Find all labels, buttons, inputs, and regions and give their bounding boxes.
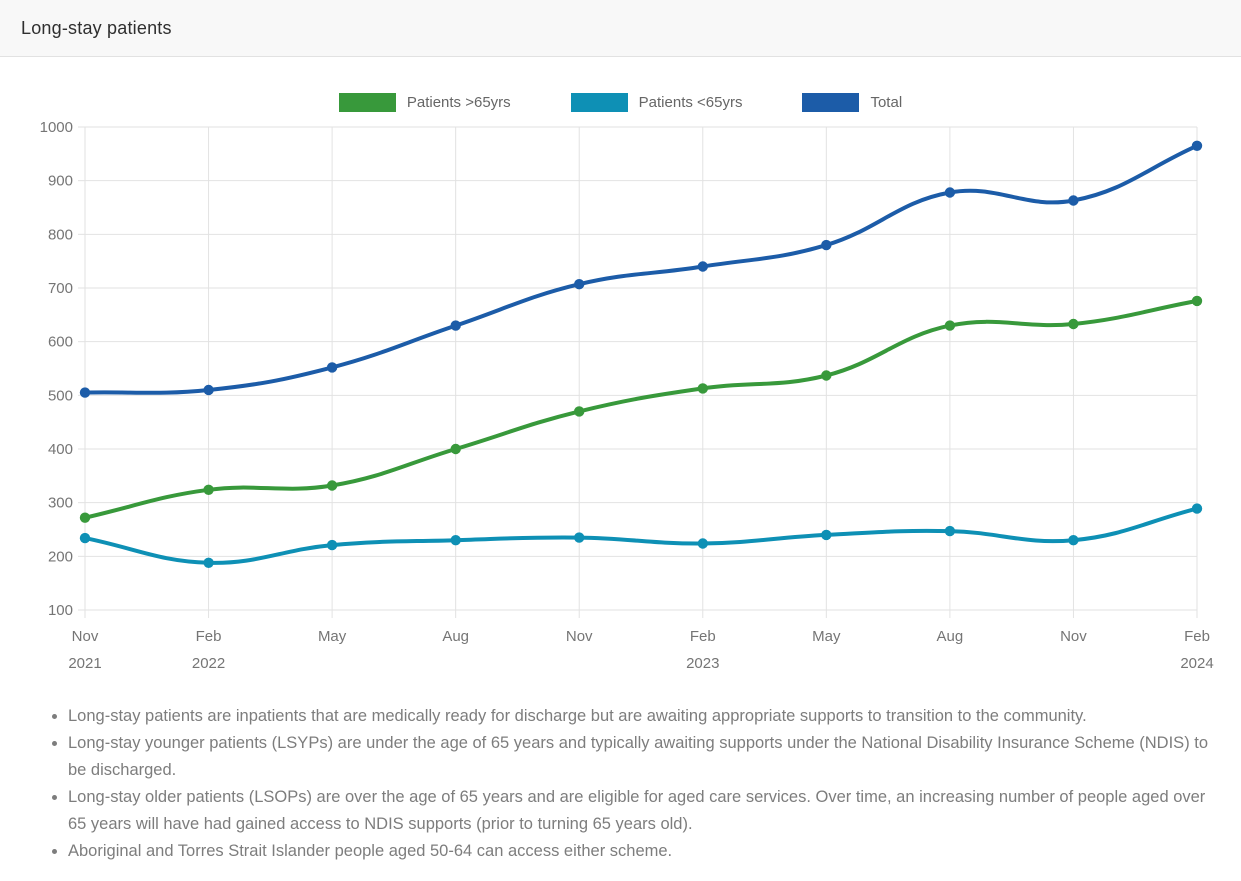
- x-axis-label-month: Feb: [1184, 628, 1210, 645]
- x-axis-label-year: 2022: [192, 655, 225, 672]
- data-point-series-0-5[interactable]: [697, 383, 708, 394]
- legend-swatch-icon: [570, 92, 628, 112]
- data-point-series-0-7[interactable]: [944, 320, 956, 331]
- y-axis-label: 200: [48, 548, 73, 565]
- data-point-series-2-6[interactable]: [821, 239, 832, 251]
- data-point-series-2-0[interactable]: [79, 387, 91, 398]
- data-point-series-0-2[interactable]: [326, 480, 338, 491]
- series-line-0: [83, 298, 1199, 520]
- series-line-2: [83, 143, 1199, 395]
- chart-container: Patients >65yrs Patients <65yrs Total 100 2…: [0, 92, 1241, 687]
- y-axis-label: 700: [48, 280, 73, 297]
- page-title: Long-stay patients: [21, 17, 172, 38]
- y-axis-label: 1000: [40, 119, 73, 136]
- x-axis-label-month: Nov: [566, 628, 593, 645]
- x-axis-label-month: Aug: [442, 628, 469, 645]
- panel-header: Long-stay patients: [0, 0, 1241, 57]
- x-axis-label-month: May: [318, 628, 347, 645]
- note-item: Long-stay older patients (LSOPs) are ove…: [68, 784, 1217, 838]
- data-point-series-2-3[interactable]: [450, 320, 461, 331]
- legend-swatch-icon: [802, 92, 860, 112]
- x-axis-label-month: Nov: [1060, 628, 1087, 645]
- data-point-series-2-4[interactable]: [574, 279, 585, 290]
- legend-item-series-0[interactable]: Patients >65yrs: [338, 92, 511, 112]
- legend-label: Total: [870, 93, 903, 111]
- data-point-series-1-9[interactable]: [1191, 503, 1203, 514]
- notes-list: Long-stay patients are inpatients that a…: [0, 703, 1241, 865]
- y-axis-label: 800: [48, 226, 73, 243]
- x-axis-label-month: Feb: [196, 628, 222, 645]
- data-point-series-2-8[interactable]: [1068, 195, 1079, 206]
- data-point-series-1-2[interactable]: [326, 539, 338, 551]
- note-item: Aboriginal and Torres Strait Islander pe…: [68, 838, 1217, 865]
- series-line-1: [83, 506, 1199, 565]
- y-axis-label: 400: [48, 441, 73, 458]
- chart-legend: Patients >65yrs Patients <65yrs Total: [0, 92, 1241, 112]
- data-point-series-2-9[interactable]: [1191, 140, 1203, 151]
- x-axis-label-month: Feb: [690, 628, 716, 645]
- legend-item-series-1[interactable]: Patients <65yrs: [570, 92, 743, 112]
- legend-item-series-2[interactable]: Total: [802, 92, 903, 112]
- data-point-series-2-1[interactable]: [203, 384, 214, 396]
- legend-swatch-icon: [338, 92, 396, 112]
- line-chart: 100 200 300 400 500 600 700 800 900 1000 Nov 2021 Fe…: [40, 119, 1214, 672]
- data-point-series-0-0[interactable]: [79, 512, 91, 523]
- data-point-series-1-1[interactable]: [203, 557, 214, 568]
- data-point-series-1-5[interactable]: [697, 538, 708, 549]
- data-point-series-1-4[interactable]: [574, 532, 585, 543]
- data-point-series-0-8[interactable]: [1068, 318, 1079, 330]
- x-axis-label-month: May: [812, 628, 841, 645]
- x-axis-label-month: Nov: [72, 628, 99, 645]
- data-point-series-0-9[interactable]: [1191, 295, 1203, 307]
- data-point-series-1-6[interactable]: [821, 529, 832, 541]
- legend-label: Patients >65yrs: [406, 93, 511, 111]
- y-axis-label: 300: [48, 495, 73, 512]
- x-axis-label-year: 2023: [686, 655, 719, 672]
- y-axis-label: 100: [48, 602, 73, 619]
- data-point-series-2-2[interactable]: [326, 362, 338, 373]
- y-axis-label: 900: [48, 173, 73, 190]
- note-item: Long-stay patients are inpatients that a…: [68, 703, 1217, 730]
- data-point-series-0-4[interactable]: [574, 406, 585, 417]
- y-axis-label: 600: [48, 334, 73, 351]
- data-point-series-0-6[interactable]: [821, 370, 832, 381]
- x-axis-label-year: 2021: [68, 655, 101, 672]
- data-point-series-1-3[interactable]: [450, 535, 461, 546]
- data-point-series-1-8[interactable]: [1068, 535, 1079, 546]
- note-item: Long-stay younger patients (LSYPs) are u…: [68, 730, 1217, 784]
- data-point-series-1-7[interactable]: [944, 525, 956, 537]
- x-axis-label-month: Aug: [937, 628, 964, 645]
- data-point-series-2-7[interactable]: [944, 187, 956, 198]
- y-axis-label: 500: [48, 387, 73, 404]
- x-axis-label-year: 2024: [1180, 655, 1213, 672]
- data-point-series-0-3[interactable]: [450, 443, 461, 455]
- data-point-series-0-1[interactable]: [203, 484, 214, 495]
- data-point-series-2-5[interactable]: [697, 261, 708, 272]
- legend-label: Patients <65yrs: [638, 93, 743, 111]
- data-point-series-1-0[interactable]: [79, 532, 91, 544]
